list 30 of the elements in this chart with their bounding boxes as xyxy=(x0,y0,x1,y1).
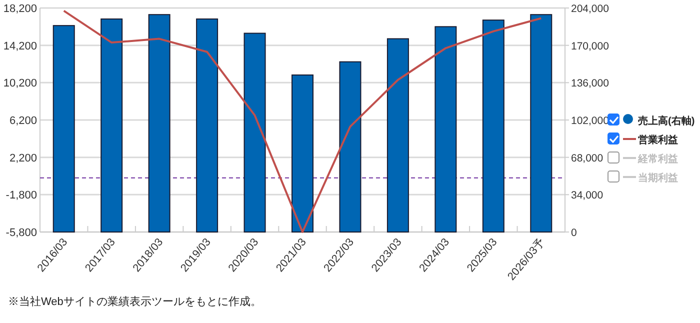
text: ※当社Webサイトの業績表示ツールをもとに作成。 xyxy=(8,295,262,308)
y-tick-label: 14,200 xyxy=(3,40,37,52)
y2-tick-label: 34,000 xyxy=(571,190,604,202)
y2-tick-label: 170,000 xyxy=(571,40,610,52)
bar xyxy=(530,14,552,232)
y2-tick-label: 0 xyxy=(571,227,577,239)
legend-label: 経常利益 xyxy=(637,153,678,165)
bar xyxy=(434,26,457,232)
line-series xyxy=(62,10,542,233)
legend-label: 営業利益 xyxy=(638,134,678,146)
y2-tick-label: 68,000 xyxy=(571,152,604,164)
bar xyxy=(100,18,123,232)
bar xyxy=(244,32,266,232)
legend-label: 当期利益 xyxy=(638,172,678,184)
y-tick-label: 2,200 xyxy=(9,152,37,164)
bar xyxy=(482,20,504,232)
bar xyxy=(292,74,314,232)
legend-label: 売上高(右軸) xyxy=(638,115,695,127)
y-tick-label: 10,200 xyxy=(3,78,37,90)
bar xyxy=(339,61,362,232)
y2-tick-label: 204,000 xyxy=(571,3,610,15)
bar xyxy=(386,38,409,232)
y-tick-label: 18,200 xyxy=(3,3,37,15)
y-tick-label: -5,800 xyxy=(6,227,37,239)
y-tick-label: 6,200 xyxy=(9,115,37,127)
bar xyxy=(196,18,218,232)
y-tick-label: -1,800 xyxy=(6,190,37,202)
bar xyxy=(52,25,75,232)
y2-tick-label: 136,000 xyxy=(571,78,610,90)
bar xyxy=(148,14,170,232)
